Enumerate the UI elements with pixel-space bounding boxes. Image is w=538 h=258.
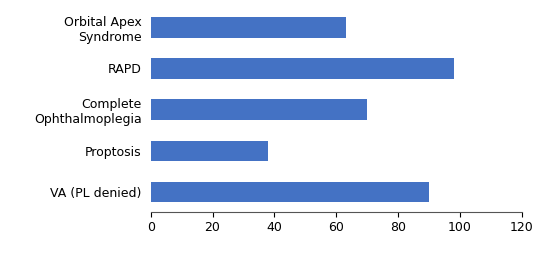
Bar: [151, 141, 268, 161]
Bar: [151, 17, 345, 38]
Bar: [151, 182, 429, 202]
Bar: [151, 58, 454, 79]
Bar: [151, 99, 367, 120]
